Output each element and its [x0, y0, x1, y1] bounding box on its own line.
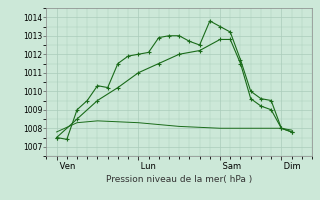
X-axis label: Pression niveau de la mer( hPa ): Pression niveau de la mer( hPa ) [106, 175, 252, 184]
